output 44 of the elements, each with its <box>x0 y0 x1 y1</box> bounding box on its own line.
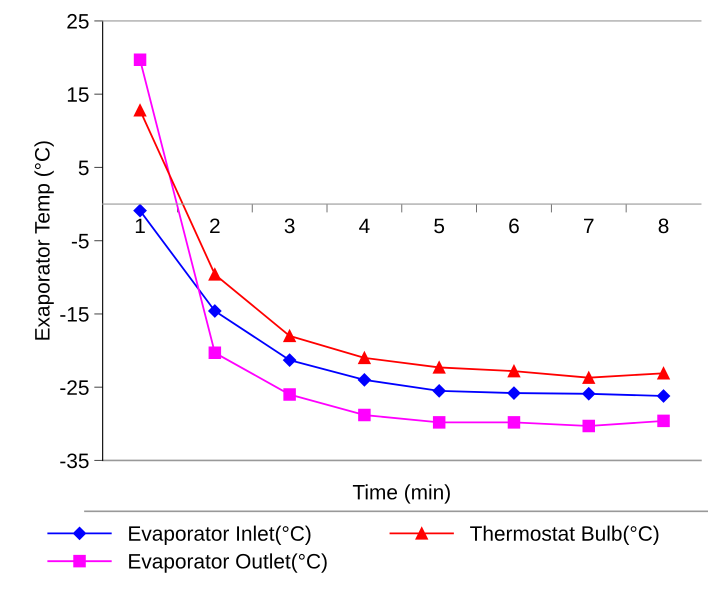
point <box>508 364 520 378</box>
y-tick-label: -5 <box>72 234 89 248</box>
point <box>508 416 520 429</box>
y-tick-label: 25 <box>67 14 89 29</box>
x-tick-label: 2 <box>210 218 220 234</box>
y-tick-label: -35 <box>60 453 89 468</box>
y-tick-label: -15 <box>60 307 89 322</box>
x-tick-label: 6 <box>509 218 519 234</box>
point <box>358 408 371 422</box>
point <box>134 104 146 117</box>
y-tick-label: -25 <box>60 380 89 395</box>
point <box>582 420 595 432</box>
y-tick-label: 15 <box>68 87 89 102</box>
point <box>283 330 296 342</box>
point <box>134 54 146 66</box>
point <box>283 354 296 367</box>
x-tick-label: 8 <box>658 218 668 234</box>
point <box>208 268 222 281</box>
x-tick-label: 3 <box>284 218 294 234</box>
point <box>208 346 222 360</box>
point <box>657 367 670 380</box>
point <box>208 304 222 318</box>
point <box>582 371 595 384</box>
x-tick-label: 7 <box>584 218 594 234</box>
y-axis-title: Exaporator Temp (°C) <box>34 141 54 340</box>
point <box>358 373 371 386</box>
point <box>358 352 371 364</box>
point <box>657 414 670 428</box>
point <box>283 388 296 401</box>
x-tick-label: 1 <box>136 218 145 234</box>
point <box>432 384 446 398</box>
x-axis-title: Time (min) <box>352 484 450 504</box>
point <box>582 387 596 400</box>
point <box>432 416 446 429</box>
point <box>133 204 147 218</box>
legend-label: Evaporator Inlet(°C) <box>129 526 310 546</box>
y-tick-label: 5 <box>78 160 89 176</box>
point <box>656 389 670 403</box>
legend-label: Thermostat Bulb(°C) <box>470 526 658 546</box>
point <box>507 386 521 400</box>
x-tick-label: 5 <box>434 218 444 234</box>
legend-label: Evaporator Outlet(°C) <box>129 553 327 573</box>
point <box>432 361 446 374</box>
x-tick-label: 4 <box>359 218 370 234</box>
